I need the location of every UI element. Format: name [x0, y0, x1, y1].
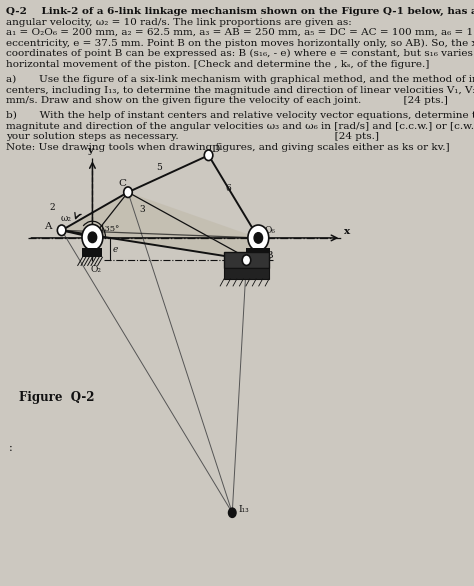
- Bar: [246, 248, 270, 258]
- Text: 2: 2: [50, 203, 55, 212]
- Circle shape: [248, 225, 269, 251]
- Text: e: e: [112, 245, 118, 254]
- Bar: [82, 248, 102, 257]
- Circle shape: [228, 508, 236, 517]
- Text: :: :: [9, 443, 12, 453]
- Bar: [224, 268, 269, 279]
- Text: A: A: [44, 222, 51, 231]
- Text: 3: 3: [140, 205, 146, 214]
- Circle shape: [82, 224, 103, 250]
- Text: O₆: O₆: [264, 226, 275, 235]
- Text: coordinates of point B can be expressed as: B (s₁₆, - e) where e = constant, but: coordinates of point B can be expressed …: [6, 49, 474, 59]
- Text: 6: 6: [225, 184, 231, 193]
- Text: eccentricity, e = 37.5 mm. Point B on the piston moves horizontally only, so AB): eccentricity, e = 37.5 mm. Point B on th…: [6, 39, 474, 48]
- Text: O₂: O₂: [90, 265, 101, 274]
- Text: centers, including I₁₃, to determine the magnitude and direction of linear veloc: centers, including I₁₃, to determine the…: [6, 86, 474, 94]
- Text: D: D: [211, 145, 219, 154]
- Text: ◦ 4: ◦ 4: [249, 259, 263, 268]
- Text: y: y: [87, 146, 93, 155]
- Text: ω₂: ω₂: [60, 214, 71, 223]
- Text: your solution steps as necessary.                                               : your solution steps as necessary.: [6, 132, 379, 141]
- Text: mm/s. Draw and show on the given figure the velocity of each joint.             : mm/s. Draw and show on the given figure …: [6, 96, 447, 105]
- Text: B: B: [265, 251, 273, 260]
- Text: Q-2    Link-2 of a 6-link linkage mechanism shown on the Figure Q-1 below, has a: Q-2 Link-2 of a 6-link linkage mechanism…: [6, 7, 474, 16]
- Text: x: x: [344, 227, 350, 236]
- Text: horizontal movement of the piston. [Check and determine the , kₛ, of the figure.: horizontal movement of the piston. [Chec…: [6, 60, 429, 69]
- Circle shape: [57, 225, 66, 236]
- Text: C: C: [118, 179, 127, 188]
- Text: Note: Use drawing tools when drawing figures, and giving scales either as ks or : Note: Use drawing tools when drawing fig…: [6, 143, 449, 152]
- Text: 135°: 135°: [100, 226, 120, 233]
- Circle shape: [242, 255, 251, 265]
- Text: angular velocity, ω₂ = 10 rad/s. The link proportions are given as:: angular velocity, ω₂ = 10 rad/s. The lin…: [6, 18, 351, 26]
- Circle shape: [124, 187, 132, 197]
- Text: Figure  Q-2: Figure Q-2: [19, 391, 94, 404]
- Circle shape: [204, 150, 213, 161]
- Circle shape: [88, 232, 97, 243]
- Bar: [224, 252, 269, 268]
- Text: b)       With the help of instant centers and relative velocity vector equations: b) With the help of instant centers and …: [6, 111, 474, 121]
- Text: a)       Use the figure of a six-link mechanism with graphical method, and the m: a) Use the figure of a six-link mechanis…: [6, 75, 474, 84]
- Polygon shape: [62, 192, 258, 260]
- Circle shape: [254, 233, 263, 243]
- Text: 5: 5: [156, 163, 162, 172]
- Text: magnitute and direction of the angular velocities ω₃ and ω₆ in [rad/s] and [c.c.: magnitute and direction of the angular v…: [6, 122, 474, 131]
- Text: I₁₃: I₁₃: [239, 505, 250, 513]
- Text: a₁ = O₂O₆ = 200 mm, a₂ = 62.5 mm, a₃ = AB = 250 mm, a₅ = DC = AC = 100 mm, a₆ = : a₁ = O₂O₆ = 200 mm, a₂ = 62.5 mm, a₃ = A…: [6, 28, 474, 37]
